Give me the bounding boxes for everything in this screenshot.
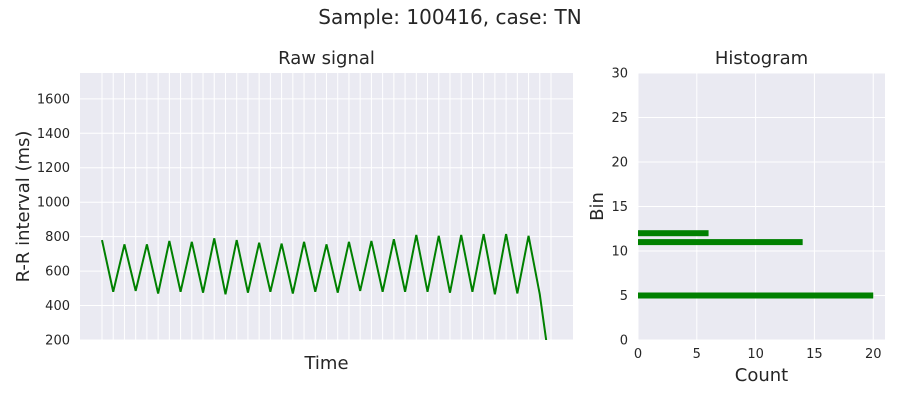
histogram-y-tick-label: 25 (611, 111, 628, 126)
raw-signal-grid (80, 73, 573, 341)
raw-signal-y-tick-label: 1000 (37, 196, 70, 211)
histogram-y-tick-label: 20 (611, 156, 628, 171)
histogram-x-axis-label: Count (735, 365, 788, 386)
histogram-y-ticks: 0 5 10 15 20 25 30 (611, 67, 628, 349)
raw-signal-points (101, 234, 552, 375)
histogram-x-tick-label: 15 (806, 347, 823, 362)
figure-suptitle: Sample: 100416, case: TN (318, 5, 581, 29)
raw-signal-x-axis-label: Time (303, 353, 348, 374)
histogram-y-axis-label: Bin (587, 192, 608, 221)
histogram-y-tick-label: 10 (611, 245, 628, 260)
histogram-bar (638, 230, 709, 237)
raw-signal-y-tick-label: 400 (45, 299, 70, 314)
histogram-x-tick-label: 5 (693, 347, 701, 362)
raw-signal-y-tick-label: 1600 (37, 92, 70, 107)
histogram-bar (638, 292, 874, 299)
raw-signal-y-tick-label: 1200 (37, 161, 70, 176)
histogram-x-tick-label: 20 (865, 347, 882, 362)
histogram-x-ticks: 0 5 10 15 20 (634, 347, 882, 362)
raw-signal-y-tick-label: 600 (45, 265, 70, 280)
raw-signal-y-ticks: 200 400 600 800 1000 1200 1400 1600 (37, 92, 70, 348)
raw-signal-y-tick-label: 1400 (37, 127, 70, 142)
histogram-bars (638, 230, 874, 299)
histogram-bar (638, 239, 803, 246)
raw-signal-y-tick-label: 800 (45, 230, 70, 245)
raw-signal-y-tick-label: 200 (45, 334, 70, 349)
histogram-panel: 0 5 10 15 20 0 5 10 15 20 25 30 Histogram Count Bi… (587, 48, 885, 386)
raw-signal-title: Raw signal (278, 48, 375, 69)
raw-signal-y-axis-label: R-R interval (ms) (13, 131, 34, 283)
histogram-y-tick-label: 5 (620, 289, 628, 304)
histogram-y-tick-label: 15 (611, 200, 628, 215)
histogram-y-tick-label: 0 (620, 334, 628, 349)
histogram-y-tick-label: 30 (611, 67, 628, 82)
histogram-x-tick-label: 0 (634, 347, 642, 362)
histogram-x-tick-label: 10 (747, 347, 764, 362)
histogram-title: Histogram (715, 48, 808, 69)
